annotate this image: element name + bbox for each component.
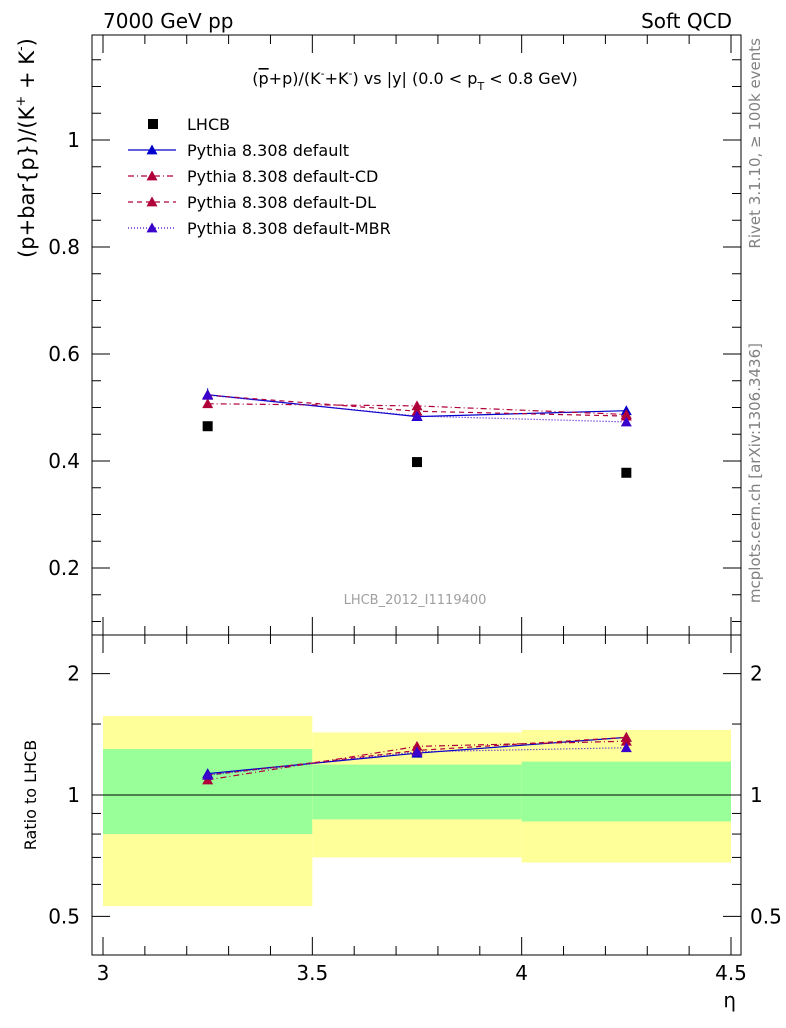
ratio-xtick-label: 3 — [97, 961, 110, 985]
main-series-marks — [202, 388, 632, 478]
ratio-frame — [91, 634, 742, 956]
ratio-band-inner — [521, 761, 731, 822]
main-ytick-label: 0.2 — [48, 556, 80, 580]
ratio-xtick-label: 3.5 — [296, 961, 328, 985]
main-data-point — [621, 467, 632, 478]
legend-marker — [146, 222, 158, 233]
ratio-xtick-label: 4 — [515, 961, 528, 985]
ratio-axis-ticks: 0.5 0.5 1 1 2 2 3 3.5 4 4.5 — [48, 635, 782, 985]
rivet-label: Rivet 3.1.10, ≥ 100k events — [746, 38, 764, 249]
header-left: 7000 GeV pp — [103, 9, 234, 33]
watermark: LHCB_2012_I1119400 — [344, 593, 487, 608]
main-series-point — [202, 389, 214, 400]
main-plot-panel: 0.2 0.4 0.6 0.8 1 (p+p)/(K-+K-) vs |y| (0.0 … — [14, 34, 742, 636]
main-ytick-label: 1 — [67, 128, 80, 152]
main-title: (p+p)/(K-+K-) vs |y| (0.0 < pT < 0.8 GeV… — [252, 67, 577, 93]
ratio-ylabel: Ratio to LHCB — [21, 740, 40, 850]
ratio-series-point — [202, 769, 214, 780]
main-axis-ticks: 0.2 0.4 0.6 0.8 1 — [48, 35, 741, 635]
main-data-point — [412, 457, 422, 468]
legend-label: Pythia 8.308 default-CD — [187, 167, 378, 186]
legend-marker — [146, 170, 158, 181]
ratio-series-point — [411, 746, 423, 757]
ratio-band-inner — [312, 764, 522, 820]
legend-label: Pythia 8.308 default-MBR — [187, 219, 391, 238]
ratio-series-point — [620, 742, 632, 753]
legend-label: Pythia 8.308 default — [187, 141, 349, 160]
ratio-ytick-label: 1 — [67, 783, 80, 807]
ratio-ytick-label-right: 2 — [750, 662, 763, 686]
legend-marker-data — [148, 119, 158, 129]
ratio-plot-panel: 0.5 0.5 1 1 2 2 3 3.5 4 4.5 Ratio to LHCB η — [21, 634, 782, 1012]
legend-marker — [146, 144, 158, 155]
ratio-xtick-label: 4.5 — [715, 961, 747, 985]
legend-label: LHCB — [187, 115, 230, 134]
legend-marker — [146, 196, 158, 207]
main-series-point — [411, 410, 423, 421]
legend-label: Pythia 8.308 default-DL — [187, 193, 376, 212]
ratio-series-marks — [202, 731, 632, 785]
main-series-point — [411, 400, 423, 411]
main-plot-area — [92, 35, 741, 635]
ratio-xlabel: η — [723, 988, 736, 1012]
arxiv-label: mcplots.cern.ch [arXiv:1306.3436] — [746, 343, 764, 603]
ratio-series-point — [620, 731, 632, 742]
ratio-ytick-label-right: 1 — [750, 783, 763, 807]
header-right: Soft QCD — [641, 9, 732, 33]
ratio-ytick-label: 0.5 — [48, 904, 80, 928]
main-data-point — [202, 421, 213, 432]
main-ytick-label: 0.4 — [48, 449, 80, 473]
main-ytick-label: 0.8 — [48, 235, 80, 259]
main-ylabel: (p+bar{p})/(K+ + K-) — [14, 38, 39, 258]
ratio-ytick-label: 2 — [67, 662, 80, 686]
main-ytick-label: 0.6 — [48, 342, 80, 366]
ratio-band-inner — [103, 749, 313, 835]
main-series-point — [620, 416, 632, 427]
main-series-point — [620, 410, 632, 421]
ratio-ytick-label-right: 0.5 — [750, 904, 782, 928]
main-series-point — [202, 398, 214, 409]
legend: LHCB Pythia 8.308 default Pythia 8.308 def… — [128, 115, 391, 238]
